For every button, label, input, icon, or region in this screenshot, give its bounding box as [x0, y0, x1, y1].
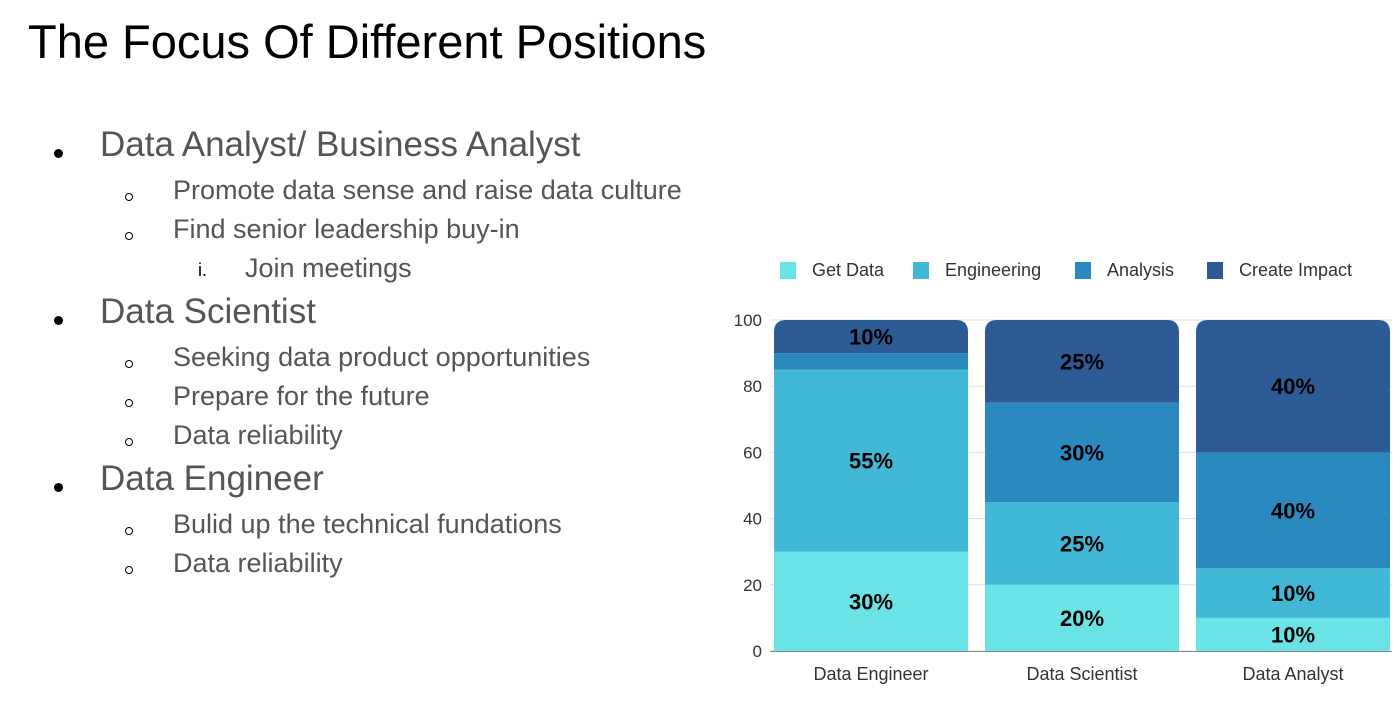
data-label: 25%: [1060, 349, 1104, 374]
outline-item-text: Data reliability: [173, 420, 343, 451]
x-tick-label: Data Scientist: [1026, 664, 1137, 684]
bar-segment: [774, 320, 968, 354]
legend-label: Engineering: [945, 260, 1041, 280]
outline-item-text: Bulid up the technical fundations: [173, 509, 562, 540]
bar-stack: [985, 320, 1179, 651]
legend-swatch: [1075, 262, 1091, 279]
bar-segment: [985, 584, 1179, 651]
bar-segment: [774, 369, 968, 552]
y-tick-label: 20: [743, 576, 762, 595]
outline-item-text: Data Analyst/ Business Analyst: [100, 125, 581, 165]
y-tick-label: 40: [743, 510, 762, 529]
bar-stack: [1196, 320, 1390, 651]
data-label: 30%: [849, 589, 893, 614]
data-label: 30%: [1060, 440, 1104, 465]
x-tick-label: Data Engineer: [813, 664, 928, 684]
data-label: 10%: [1271, 622, 1315, 647]
x-axis: Data Engineer Data Scientist Data Analyst: [770, 651, 1392, 684]
bullet-circle-icon: [125, 232, 133, 240]
legend-swatch: [780, 262, 796, 279]
bar-segment: [1196, 320, 1390, 453]
bar-segment: [774, 353, 968, 370]
bullet-dot-icon: [54, 316, 63, 325]
legend-label: Create Impact: [1239, 260, 1352, 280]
bullet-circle-icon: [125, 399, 133, 407]
chart-legend: Get Data Engineering Analysis Create Impact: [780, 260, 1352, 280]
data-label: 20%: [1060, 606, 1104, 631]
legend-swatch: [1207, 262, 1223, 279]
bar-segment: [1196, 617, 1390, 651]
data-label: 10%: [849, 325, 893, 350]
data-label: 55%: [849, 449, 893, 474]
chart-bars: 30% 55% 10% 20% 25% 30% 25% 10% 10% 40% 40%: [774, 320, 1390, 651]
outline-item-text: Promote data sense and raise data cultur…: [173, 175, 682, 206]
bar-segment: [1196, 452, 1390, 569]
list-number-marker: i.: [198, 260, 207, 280]
legend-item: Engineering: [913, 260, 1041, 280]
bullet-circle-icon: [125, 566, 133, 574]
legend-label: Get Data: [812, 260, 885, 280]
data-label: 40%: [1271, 374, 1315, 399]
outline-item-text: Join meetings: [245, 253, 412, 284]
outline-item-text: Find senior leadership buy-in: [173, 214, 520, 245]
slide-title: The Focus Of Different Positions: [28, 15, 707, 68]
outline-item-text: Prepare for the future: [173, 381, 430, 412]
bullet-circle-icon: [125, 193, 133, 201]
bar-segment: [985, 320, 1179, 403]
bullet-dot-icon: [54, 149, 63, 158]
legend-item: Create Impact: [1207, 260, 1352, 280]
legend-item: Get Data: [780, 260, 885, 280]
legend-swatch: [913, 262, 929, 279]
outline-item-text: Data Scientist: [100, 292, 316, 332]
y-tick-label: 80: [743, 377, 762, 396]
bullet-circle-icon: [125, 438, 133, 446]
y-tick-label: 60: [743, 443, 762, 462]
bullet-dot-icon: [54, 483, 63, 492]
legend-label: Analysis: [1107, 260, 1174, 280]
data-label: 25%: [1060, 531, 1104, 556]
bar-segment: [985, 502, 1179, 585]
bullet-circle-icon: [125, 360, 133, 368]
outline-item-text: Seeking data product opportunities: [173, 342, 591, 373]
bar-segment: [985, 402, 1179, 503]
bar-segment: [774, 551, 968, 651]
y-axis: 0 20 40 60 80 100: [734, 311, 762, 661]
y-tick-label: 100: [734, 311, 762, 330]
x-tick-label: Data Analyst: [1242, 664, 1343, 684]
data-label: 10%: [1271, 581, 1315, 606]
y-tick-label: 0: [753, 642, 762, 661]
data-label: 40%: [1271, 498, 1315, 523]
outline-item-text: Data Engineer: [100, 459, 324, 499]
outline-item-text: Data reliability: [173, 548, 343, 579]
legend-item: Analysis: [1075, 260, 1174, 280]
bar-stack: [774, 320, 968, 651]
bullet-outline: Data Analyst/ Business Analyst Promote da…: [54, 125, 682, 579]
bullet-circle-icon: [125, 527, 133, 535]
bar-segment: [1196, 568, 1390, 618]
